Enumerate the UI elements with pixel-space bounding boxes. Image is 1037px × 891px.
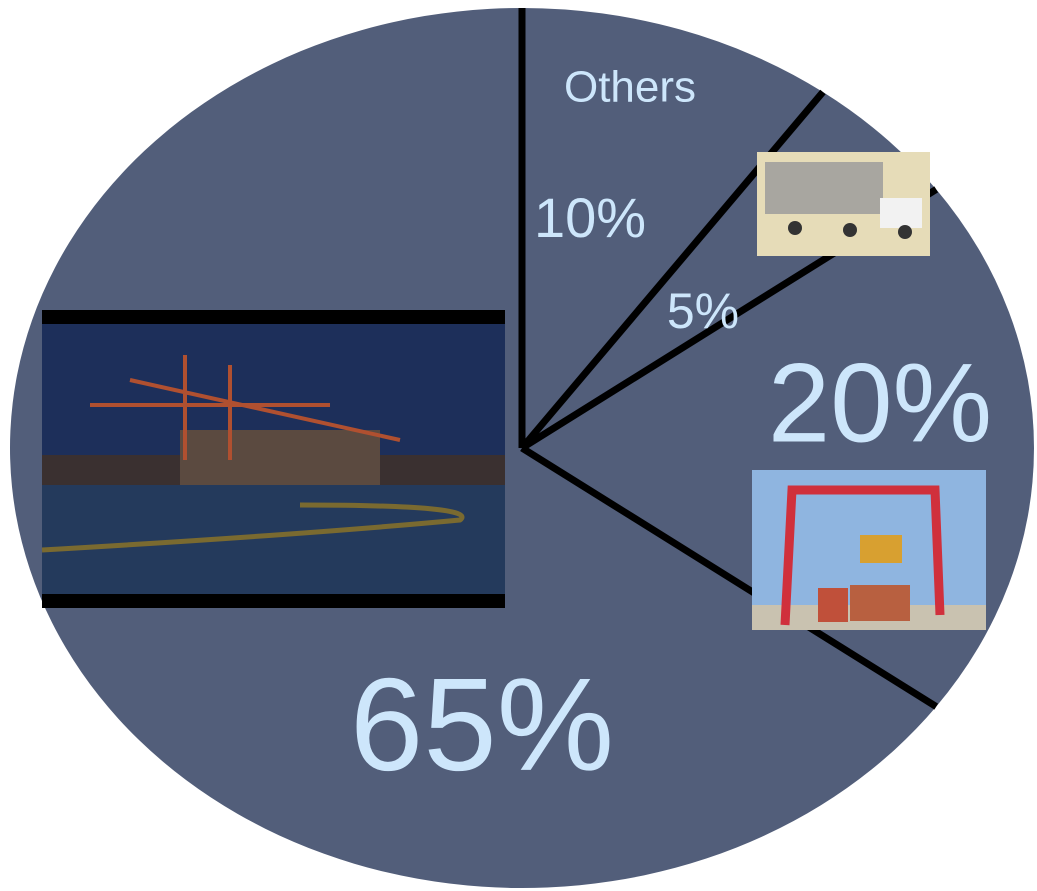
category-label: Others [564,63,696,112]
truck-photo [757,152,930,256]
value-label: 10% [534,186,646,249]
value-label: 5% [667,283,739,339]
value-label: 65% [350,651,614,798]
pie-slice [522,8,823,448]
port-photo [41,310,505,608]
slice-divider [519,89,826,451]
value-label: 20% [768,341,992,466]
slice-divider [520,445,939,710]
crane-photo [752,470,986,630]
